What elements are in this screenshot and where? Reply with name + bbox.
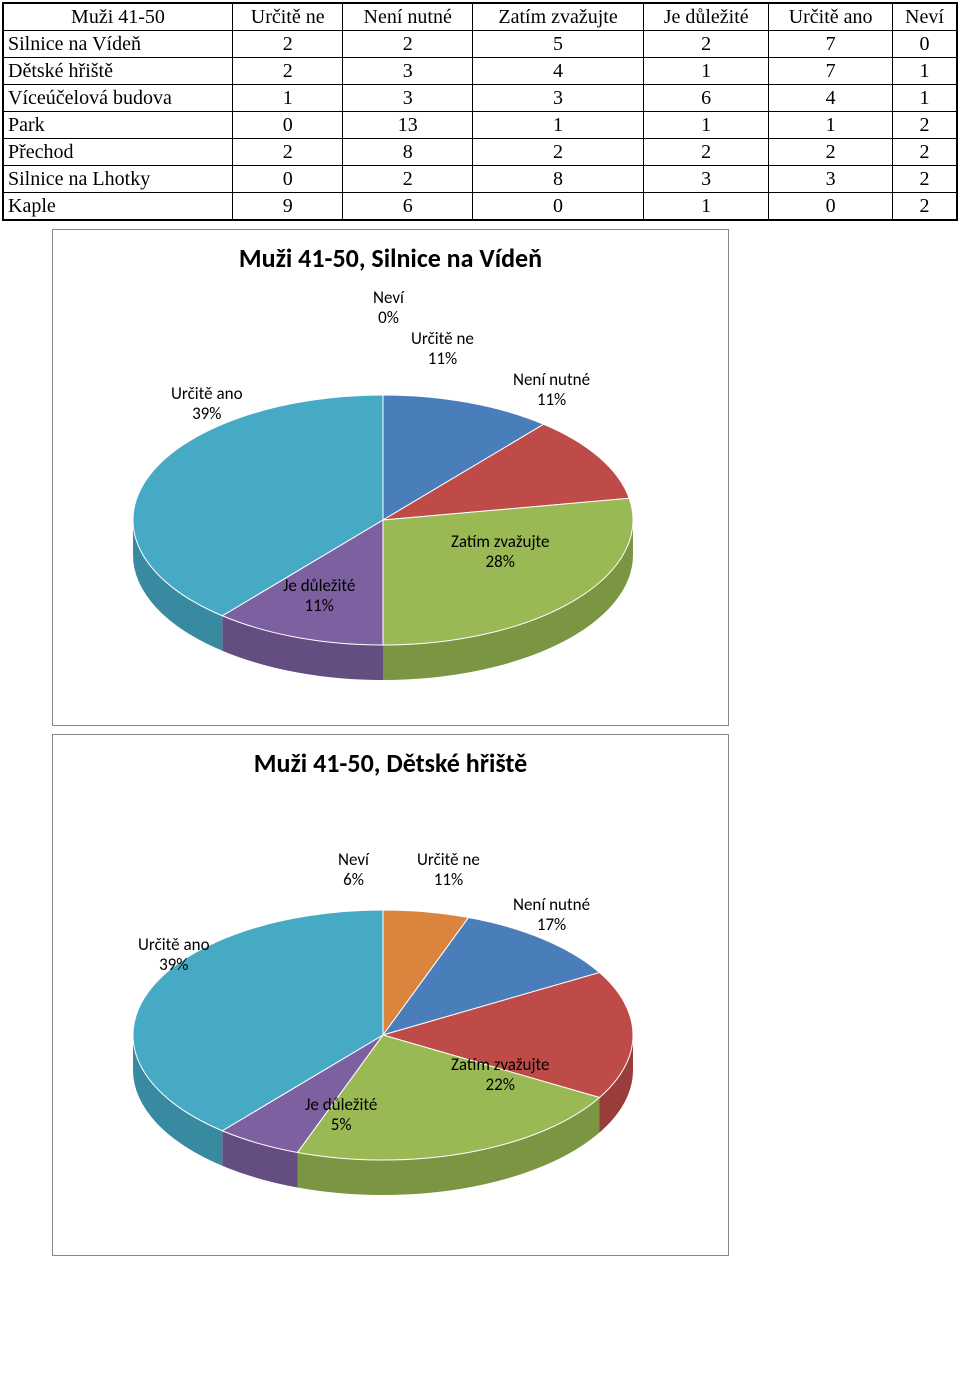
pie-label-nevi: Neví6% xyxy=(338,850,369,889)
col-header-6: Neví xyxy=(892,3,957,31)
cell: 2 xyxy=(343,166,473,193)
cell: 2 xyxy=(473,139,644,166)
row-label: Víceúčelová budova xyxy=(3,85,233,112)
cell: 2 xyxy=(892,112,957,139)
cell: 3 xyxy=(343,85,473,112)
pie-label-neni_nutne: Není nutné11% xyxy=(513,370,590,409)
cell: 2 xyxy=(769,139,893,166)
chart-2: Muži 41-50, Dětské hřiště Neví6%Určitě n… xyxy=(52,734,729,1256)
row-label: Kaple xyxy=(3,193,233,221)
cell: 2 xyxy=(233,58,343,85)
pie-label-urcite_ano: Určitě ano39% xyxy=(138,935,210,974)
pie-label-zatim_zvazujte: Zatím zvažujte22% xyxy=(451,1055,550,1094)
pie-label-nevi: Neví0% xyxy=(373,288,404,327)
cell: 9 xyxy=(233,193,343,221)
cell: 8 xyxy=(473,166,644,193)
cell: 7 xyxy=(769,58,893,85)
cell: 1 xyxy=(473,112,644,139)
table-row: Silnice na Lhotky028332 xyxy=(3,166,957,193)
row-label: Silnice na Lhotky xyxy=(3,166,233,193)
cell: 0 xyxy=(233,112,343,139)
cell: 5 xyxy=(473,31,644,58)
table-row: Víceúčelová budova133641 xyxy=(3,85,957,112)
table-row: Silnice na Vídeň225270 xyxy=(3,31,957,58)
pie-slice-zatim_zvazujte xyxy=(383,498,633,645)
cell: 3 xyxy=(769,166,893,193)
cell: 3 xyxy=(473,85,644,112)
pie-label-urcite_ne: Určitě ne11% xyxy=(417,850,480,889)
cell: 2 xyxy=(892,139,957,166)
row-label: Silnice na Vídeň xyxy=(3,31,233,58)
row-label: Přechod xyxy=(3,139,233,166)
cell: 4 xyxy=(769,85,893,112)
pie-label-urcite_ne: Určitě ne11% xyxy=(411,329,474,368)
cell: 0 xyxy=(892,31,957,58)
cell: 1 xyxy=(644,193,769,221)
cell: 3 xyxy=(343,58,473,85)
col-header-4: Je důležité xyxy=(644,3,769,31)
pie-label-je_dulezite: Je důležité5% xyxy=(305,1095,377,1134)
col-header-3: Zatím zvažujte xyxy=(473,3,644,31)
cell: 2 xyxy=(233,139,343,166)
row-label: Park xyxy=(3,112,233,139)
cell: 0 xyxy=(473,193,644,221)
table-row: Kaple960102 xyxy=(3,193,957,221)
cell: 1 xyxy=(892,85,957,112)
cell: 8 xyxy=(343,139,473,166)
cell: 3 xyxy=(644,166,769,193)
cell: 2 xyxy=(343,31,473,58)
cell: 6 xyxy=(343,193,473,221)
table-row: Park0131112 xyxy=(3,112,957,139)
cell: 2 xyxy=(644,139,769,166)
cell: 2 xyxy=(644,31,769,58)
pie-label-zatim_zvazujte: Zatím zvažujte28% xyxy=(451,532,550,571)
pie-label-je_dulezite: Je důležité11% xyxy=(283,576,355,615)
pie-label-neni_nutne: Není nutné17% xyxy=(513,895,590,934)
col-header-category: Muži 41-50 xyxy=(3,3,233,31)
cell: 13 xyxy=(343,112,473,139)
col-header-1: Určitě ne xyxy=(233,3,343,31)
table-row: Dětské hřiště234171 xyxy=(3,58,957,85)
cell: 0 xyxy=(769,193,893,221)
cell: 7 xyxy=(769,31,893,58)
chart-1: Muži 41-50, Silnice na Vídeň Neví0%Určit… xyxy=(52,229,729,726)
table-header-row: Muži 41-50 Určitě ne Není nutné Zatím zv… xyxy=(3,3,957,31)
cell: 6 xyxy=(644,85,769,112)
col-header-5: Určitě ano xyxy=(769,3,893,31)
cell: 0 xyxy=(233,166,343,193)
pie-chart-1 xyxy=(53,260,728,720)
cell: 1 xyxy=(233,85,343,112)
row-label: Dětské hřiště xyxy=(3,58,233,85)
cell: 4 xyxy=(473,58,644,85)
data-table: Muži 41-50 Určitě ne Není nutné Zatím zv… xyxy=(2,2,958,221)
cell: 2 xyxy=(233,31,343,58)
cell: 1 xyxy=(644,58,769,85)
col-header-2: Není nutné xyxy=(343,3,473,31)
pie-chart-2 xyxy=(53,765,728,1245)
cell: 1 xyxy=(892,58,957,85)
table-row: Přechod282222 xyxy=(3,139,957,166)
cell: 2 xyxy=(892,193,957,221)
cell: 2 xyxy=(892,166,957,193)
cell: 1 xyxy=(769,112,893,139)
cell: 1 xyxy=(644,112,769,139)
pie-label-urcite_ano: Určitě ano39% xyxy=(171,384,243,423)
